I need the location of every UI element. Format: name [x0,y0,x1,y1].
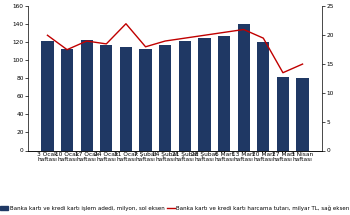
Banka kartı ve kredi kartı harcama tutarı, milyar TL, sağ eksen [300,63,304,65]
Banka kartı ve kredi kartı harcama tutarı, milyar TL, sağ eksen [124,22,128,25]
Bar [41,41,54,150]
Bar [238,24,250,150]
Bar [277,77,289,150]
Banka kartı ve kredi kartı harcama tutarı, milyar TL, sağ eksen [144,46,148,48]
Banka kartı ve kredi kartı harcama tutarı, milyar TL, sağ eksen [65,48,69,51]
Line: Banka kartı ve kredi kartı harcama tutarı, milyar TL, sağ eksen: Banka kartı ve kredi kartı harcama tutar… [48,24,302,73]
Banka kartı ve kredi kartı harcama tutarı, milyar TL, sağ eksen [183,37,187,39]
Banka kartı ve kredi kartı harcama tutarı, milyar TL, sağ eksen [104,43,108,45]
Banka kartı ve kredi kartı harcama tutarı, milyar TL, sağ eksen [85,40,89,42]
Banka kartı ve kredi kartı harcama tutarı, milyar TL, sağ eksen [261,37,265,39]
Bar [257,43,270,150]
Banka kartı ve kredi kartı harcama tutarı, milyar TL, sağ eksen [202,34,206,37]
Banka kartı ve kredi kartı harcama tutarı, milyar TL, sağ eksen [222,31,226,34]
Banka kartı ve kredi kartı harcama tutarı, milyar TL, sağ eksen [163,40,167,42]
Banka kartı ve kredi kartı harcama tutarı, milyar TL, sağ eksen [241,28,246,31]
Bar [218,36,230,150]
Bar [179,41,191,150]
Bar [198,38,210,150]
Bar [159,45,171,150]
Banka kartı ve kredi kartı harcama tutarı, milyar TL, sağ eksen [46,34,50,37]
Bar [61,49,73,150]
Legend: Banka kartı ve kredi kartı işlem adedi, milyon, sol eksen, Banka kartı ve kredi : Banka kartı ve kredi kartı işlem adedi, … [0,204,350,212]
Bar [80,40,93,150]
Bar [296,78,309,150]
Bar [140,49,152,150]
Bar [120,47,132,150]
Bar [100,45,112,150]
Banka kartı ve kredi kartı harcama tutarı, milyar TL, sağ eksen [281,71,285,74]
